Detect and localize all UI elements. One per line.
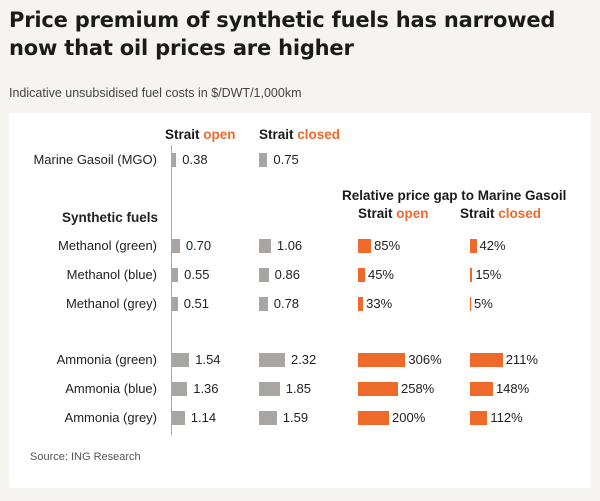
gap-header-open: Strait open (358, 206, 429, 221)
row-label: Methanol (green) (58, 238, 157, 253)
chart-subtitle: Indicative unsubsidised fuel costs in $/… (9, 86, 302, 100)
row-label: Ammonia (blue) (65, 381, 157, 396)
bar-cost-closed (259, 239, 271, 253)
bar-cost-closed (259, 297, 268, 311)
bar-cost-open (172, 411, 185, 425)
bar-gap-open (358, 239, 372, 253)
bar-value-label: 1.54 (195, 352, 221, 367)
bar-gap-closed (470, 297, 471, 311)
gap-value-label: 33% (366, 296, 393, 311)
bar-value-label: 0.86 (274, 267, 300, 282)
bar-gap-closed (470, 268, 473, 282)
bar-value-label: 0.78 (273, 296, 300, 311)
chart-title: Price premium of synthetic fuels has nar… (9, 8, 556, 60)
synthetic-fuels-label: Synthetic fuels (62, 210, 159, 225)
bar-value-label: 0.70 (185, 238, 212, 253)
bar-cost-open (172, 297, 178, 311)
gap-value-label: 5% (474, 296, 493, 311)
bar-value-label: 1.85 (285, 381, 312, 396)
row-label: Methanol (blue) (66, 267, 157, 282)
bar-value-label: 1.14 (190, 410, 217, 425)
bar-gap-open (358, 411, 389, 425)
row-label: Methanol (grey) (65, 296, 157, 311)
bar-value-label: 1.36 (193, 381, 219, 396)
bar-value-label: 0.51 (183, 296, 210, 311)
bar-gap-open (358, 268, 365, 282)
gap-value-label: 306% (408, 352, 442, 367)
bar-value-label: 0.38 (182, 152, 208, 167)
bar-gap-open (358, 382, 398, 396)
bar-gap-open (358, 353, 406, 367)
bar-cost-open (172, 239, 180, 253)
gap-value-label: 200% (392, 410, 426, 425)
bar-cost-closed (259, 353, 285, 367)
source-note: Source: ING Research (30, 451, 141, 463)
bar-cost-closed (259, 268, 269, 282)
row-label: Marine Gasoil (MGO) (33, 152, 157, 167)
bar-value-label: 0.55 (184, 267, 210, 282)
gap-value-label: 258% (400, 381, 435, 396)
gap-value-label: 112% (490, 410, 523, 425)
header-strait-closed: Strait closed (259, 127, 341, 142)
bar-value-label: 2.32 (290, 352, 317, 367)
bar-cost-open (172, 153, 177, 167)
bar-value-label: 1.59 (282, 410, 309, 425)
bar-gap-open (358, 297, 364, 311)
gap-value-label: 211% (505, 352, 538, 367)
bar-gap-closed (470, 382, 493, 396)
gap-value-label: 148% (495, 381, 530, 396)
gap-value-label: 15% (475, 267, 502, 282)
gap-header-closed: Strait closed (460, 206, 542, 221)
gap-header-title: Relative price gap to Marine Gasoil (342, 188, 567, 203)
bar-cost-open (172, 268, 179, 282)
gap-value-label: 45% (367, 267, 394, 282)
bar-gap-closed (470, 353, 503, 367)
bar-value-label: 0.75 (273, 152, 299, 167)
bar-cost-closed (259, 382, 280, 396)
bar-cost-closed (259, 411, 277, 425)
row-label: Ammonia (grey) (64, 410, 157, 425)
row-label: Ammonia (green) (56, 352, 157, 367)
bar-cost-closed (259, 153, 268, 167)
bar-gap-closed (470, 239, 477, 253)
axis-line (171, 145, 172, 435)
gap-value-label: 42% (479, 238, 506, 253)
bar-value-label: 1.06 (276, 238, 303, 253)
header-strait-open: Strait open (165, 127, 236, 142)
bar-cost-open (172, 382, 188, 396)
bar-gap-closed (470, 411, 488, 425)
gap-value-label: 85% (374, 238, 401, 253)
chart-panel (9, 113, 591, 488)
bar-cost-open (172, 353, 190, 367)
